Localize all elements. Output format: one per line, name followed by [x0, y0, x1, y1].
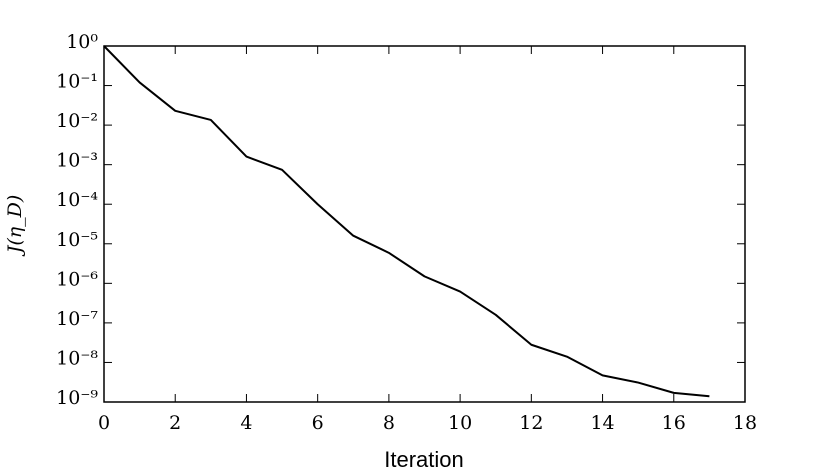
x-tick-label: 16 [662, 412, 686, 434]
y-tick-label: 10⁰ [66, 31, 98, 53]
y-tick-label: 10⁻⁶ [56, 268, 98, 290]
y-tick-label: 10⁻² [56, 110, 98, 132]
x-tick-label: 18 [733, 412, 757, 434]
x-tick-label: 8 [383, 412, 395, 434]
x-tick-label: 0 [98, 412, 110, 434]
x-tick-label: 10 [448, 412, 472, 434]
y-tick-label: 10⁻⁸ [56, 347, 98, 369]
x-tick-label: 6 [312, 412, 324, 434]
y-tick-label: 10⁻⁵ [56, 229, 98, 251]
y-tick-label: 10⁻⁷ [56, 308, 98, 330]
x-tick-label: 12 [519, 412, 543, 434]
x-axis-label: Iteration [384, 447, 464, 472]
x-tick-label: 14 [590, 412, 614, 434]
y-tick-label: 10⁻⁹ [56, 387, 98, 409]
x-tick-label: 4 [240, 412, 252, 434]
y-axis-label: J(η_D) [4, 195, 26, 258]
data-line [103, 45, 710, 398]
y-tick-label: 10⁻¹ [56, 71, 98, 93]
x-tick-label: 2 [169, 412, 181, 434]
y-tick-label: 10⁻³ [56, 150, 98, 172]
plot-frame [103, 45, 746, 403]
y-tick-label: 10⁻⁴ [56, 189, 98, 211]
